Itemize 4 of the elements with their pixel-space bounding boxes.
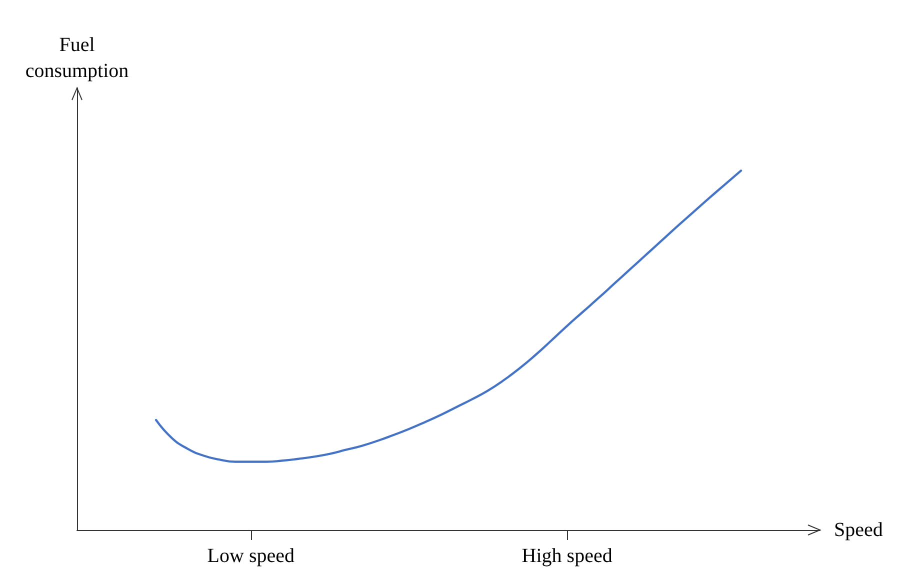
x-tick-label: Low speed	[207, 545, 294, 567]
y-axis-title: Fuel consumption	[25, 34, 129, 82]
x-tick-label: High speed	[522, 545, 612, 567]
x-axis-title: Speed	[834, 519, 883, 541]
